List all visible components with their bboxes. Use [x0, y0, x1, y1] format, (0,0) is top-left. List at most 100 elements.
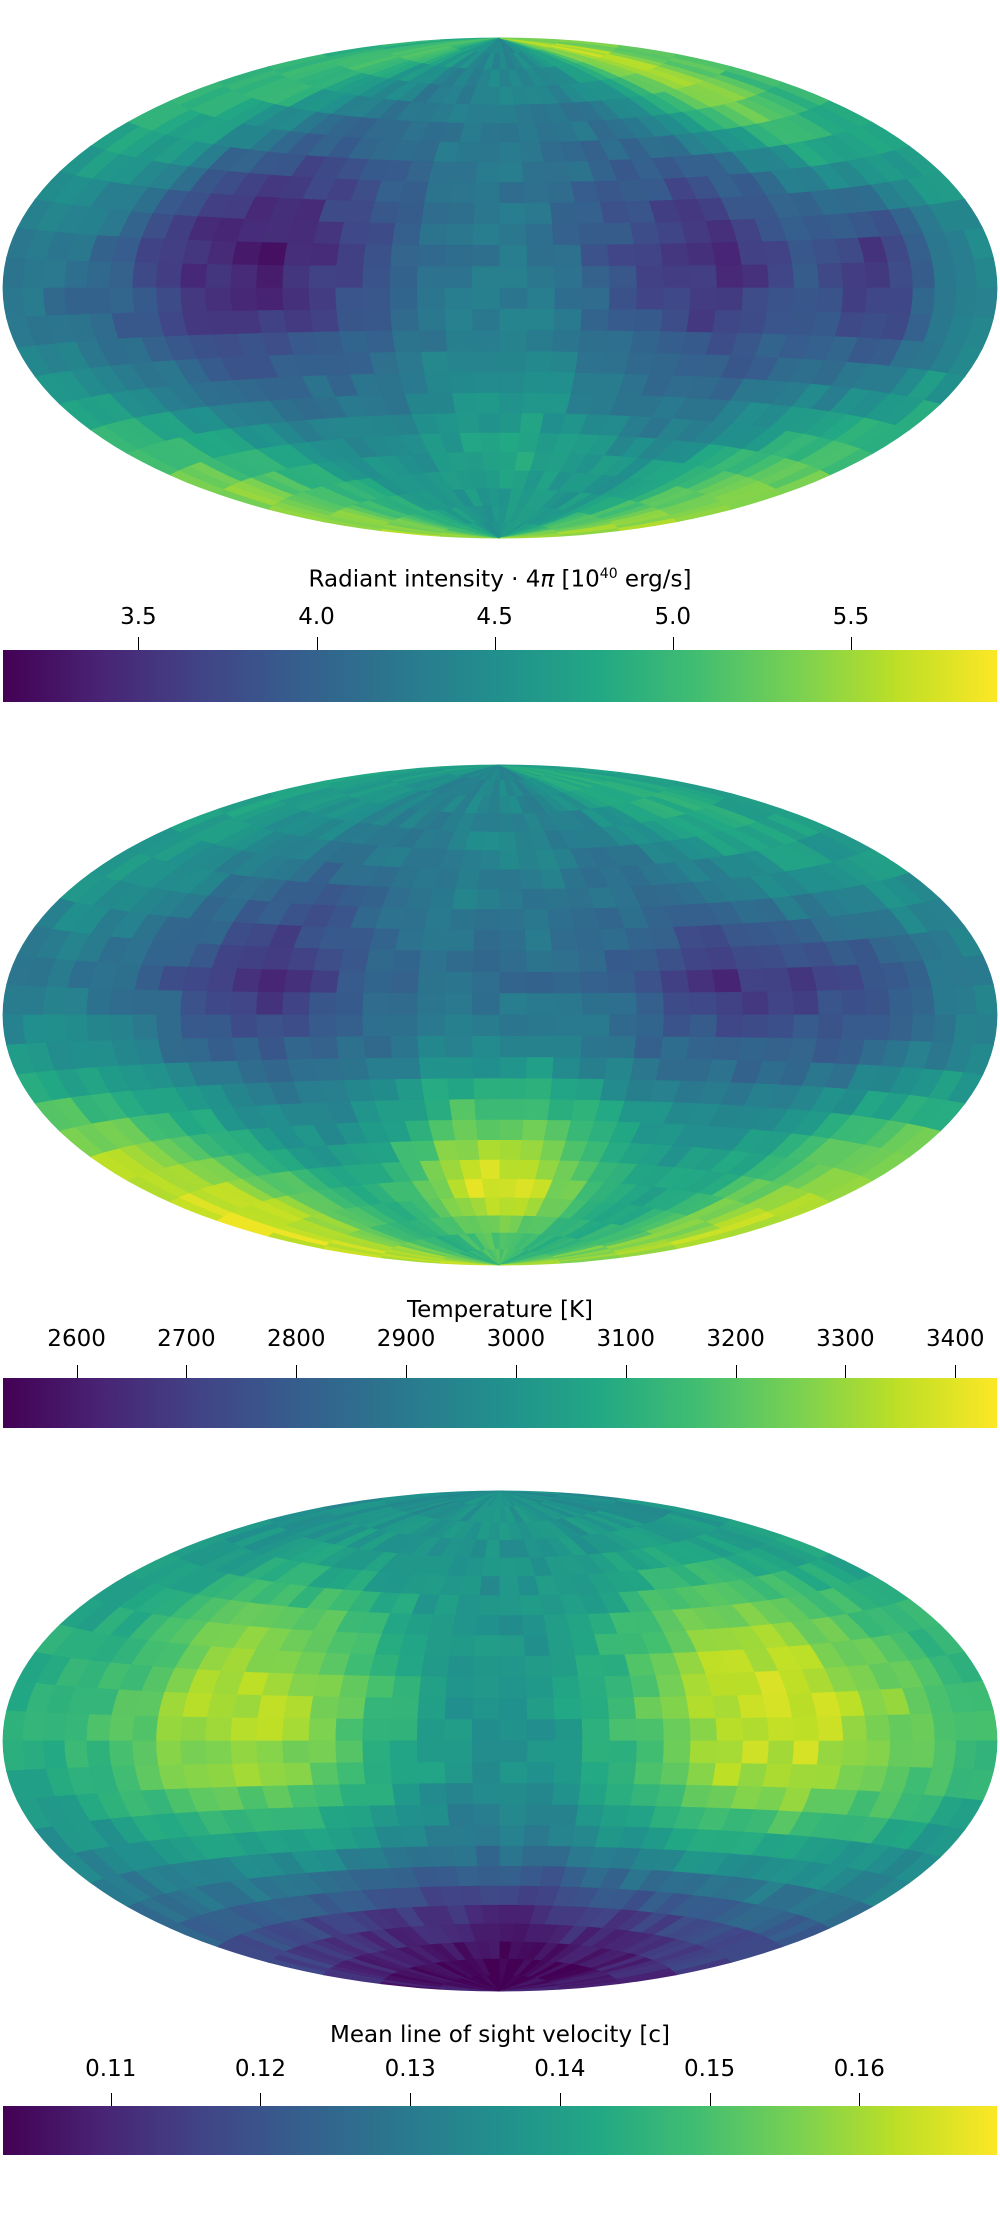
- map-cell: [86, 287, 113, 315]
- map-cell: [392, 1676, 422, 1699]
- map-cell: [390, 1036, 420, 1059]
- map-cell: [686, 1036, 717, 1061]
- map-cell: [471, 1014, 501, 1037]
- map-cell: [659, 970, 691, 994]
- map-cell: [604, 949, 635, 973]
- map-cell: [444, 244, 474, 268]
- map-cell: [369, 928, 401, 951]
- map-cell: [551, 1783, 582, 1806]
- map-cell: [481, 831, 501, 852]
- colorbar-tick-label: 2900: [376, 1326, 436, 1352]
- map-cell: [473, 929, 501, 952]
- map-cell: [362, 1740, 392, 1764]
- map-cell: [973, 984, 998, 1016]
- map-cell: [477, 869, 501, 890]
- map-cell: [109, 1714, 136, 1742]
- map-cell: [931, 1740, 957, 1770]
- map-cell: [395, 201, 426, 225]
- map-cell: [580, 1697, 610, 1720]
- map-cell: [428, 1614, 457, 1636]
- map-cell: [156, 1716, 184, 1742]
- map-cell: [256, 264, 285, 289]
- map-cell: [737, 1037, 768, 1062]
- map-cell: [308, 992, 338, 1016]
- map-cell: [840, 1740, 868, 1767]
- map-cell: [741, 287, 770, 312]
- map-cell: [499, 412, 523, 434]
- map-cell: [472, 1057, 501, 1080]
- map-cell: [524, 1804, 553, 1827]
- map-cell: [629, 1057, 661, 1081]
- map-cell: [525, 330, 555, 353]
- map-cell: [256, 287, 285, 312]
- colorbar-tick: [296, 1365, 298, 1378]
- colorbar-tick: [625, 1365, 627, 1378]
- map-cell: [417, 244, 447, 268]
- map-cell: [608, 1718, 638, 1742]
- map-cell: [449, 1099, 477, 1121]
- map-cell: [232, 968, 263, 993]
- colorbar-title-radiant-intensity: Radiant intensity · 4π [1040 erg/s]: [0, 566, 1000, 593]
- map-cell: [230, 1014, 259, 1039]
- map-cell: [549, 202, 579, 225]
- map-cell: [499, 869, 523, 890]
- map-cell: [309, 970, 341, 994]
- map-cell: [526, 993, 556, 1016]
- colorbar-tick-label: 3.5: [120, 604, 157, 630]
- map-cell: [574, 1654, 605, 1678]
- map-cell: [499, 372, 526, 394]
- map-cell: [22, 1740, 48, 1771]
- map-cell: [64, 287, 90, 316]
- map-cell: [686, 1695, 717, 1720]
- map-cell: [156, 1014, 184, 1040]
- map-cell: [389, 1014, 419, 1038]
- map-cell: [715, 1717, 744, 1742]
- map-cell: [607, 1762, 637, 1785]
- map-cell: [399, 908, 430, 931]
- map-cell: [499, 534, 561, 539]
- map-cell: [521, 161, 548, 184]
- map-cell: [766, 1717, 795, 1742]
- map-cell: [471, 287, 501, 310]
- colorbar-title-velocity: Mean line of sight velocity [c]: [0, 2022, 1000, 2048]
- map-cell: [365, 1057, 396, 1081]
- map-cell: [447, 1078, 476, 1101]
- colorbar-tick-label: 0.16: [833, 2056, 885, 2082]
- map-cell: [499, 1865, 523, 1887]
- map-cell: [132, 287, 160, 314]
- map-cell: [686, 969, 717, 994]
- map-cell: [952, 287, 978, 318]
- map-cell: [931, 986, 957, 1016]
- map-cell: [475, 392, 501, 414]
- map-cell: [499, 432, 521, 453]
- map-cell: [232, 1763, 263, 1788]
- map-cell: [474, 1099, 501, 1121]
- map-cell: [553, 1761, 583, 1785]
- map-cell: [232, 241, 263, 266]
- map-cell: [499, 1783, 528, 1806]
- map-cell: [578, 1783, 608, 1806]
- map-cell: [523, 909, 551, 931]
- map-cell: [369, 352, 401, 375]
- map-cell: [369, 201, 401, 224]
- map-cell: [499, 1761, 528, 1785]
- map-cell: [499, 1697, 528, 1721]
- map-cell: [499, 1576, 521, 1597]
- map-cell: [395, 1078, 426, 1102]
- map-cell: [64, 1014, 90, 1043]
- map-cell: [766, 1014, 795, 1039]
- map-cell: [499, 287, 528, 310]
- map-cell: [180, 990, 208, 1016]
- map-cell: [418, 950, 449, 973]
- map-cell: [399, 181, 430, 204]
- map-cell: [475, 1615, 501, 1637]
- map-cell: [336, 309, 367, 333]
- map-cell: [689, 992, 718, 1016]
- map-cell: [336, 1762, 367, 1786]
- map-cell: [417, 308, 447, 332]
- map-cell: [362, 992, 392, 1016]
- map-cell: [336, 243, 367, 267]
- map-cell: [309, 309, 341, 333]
- map-cell: [523, 182, 551, 204]
- map-cell: [526, 308, 556, 332]
